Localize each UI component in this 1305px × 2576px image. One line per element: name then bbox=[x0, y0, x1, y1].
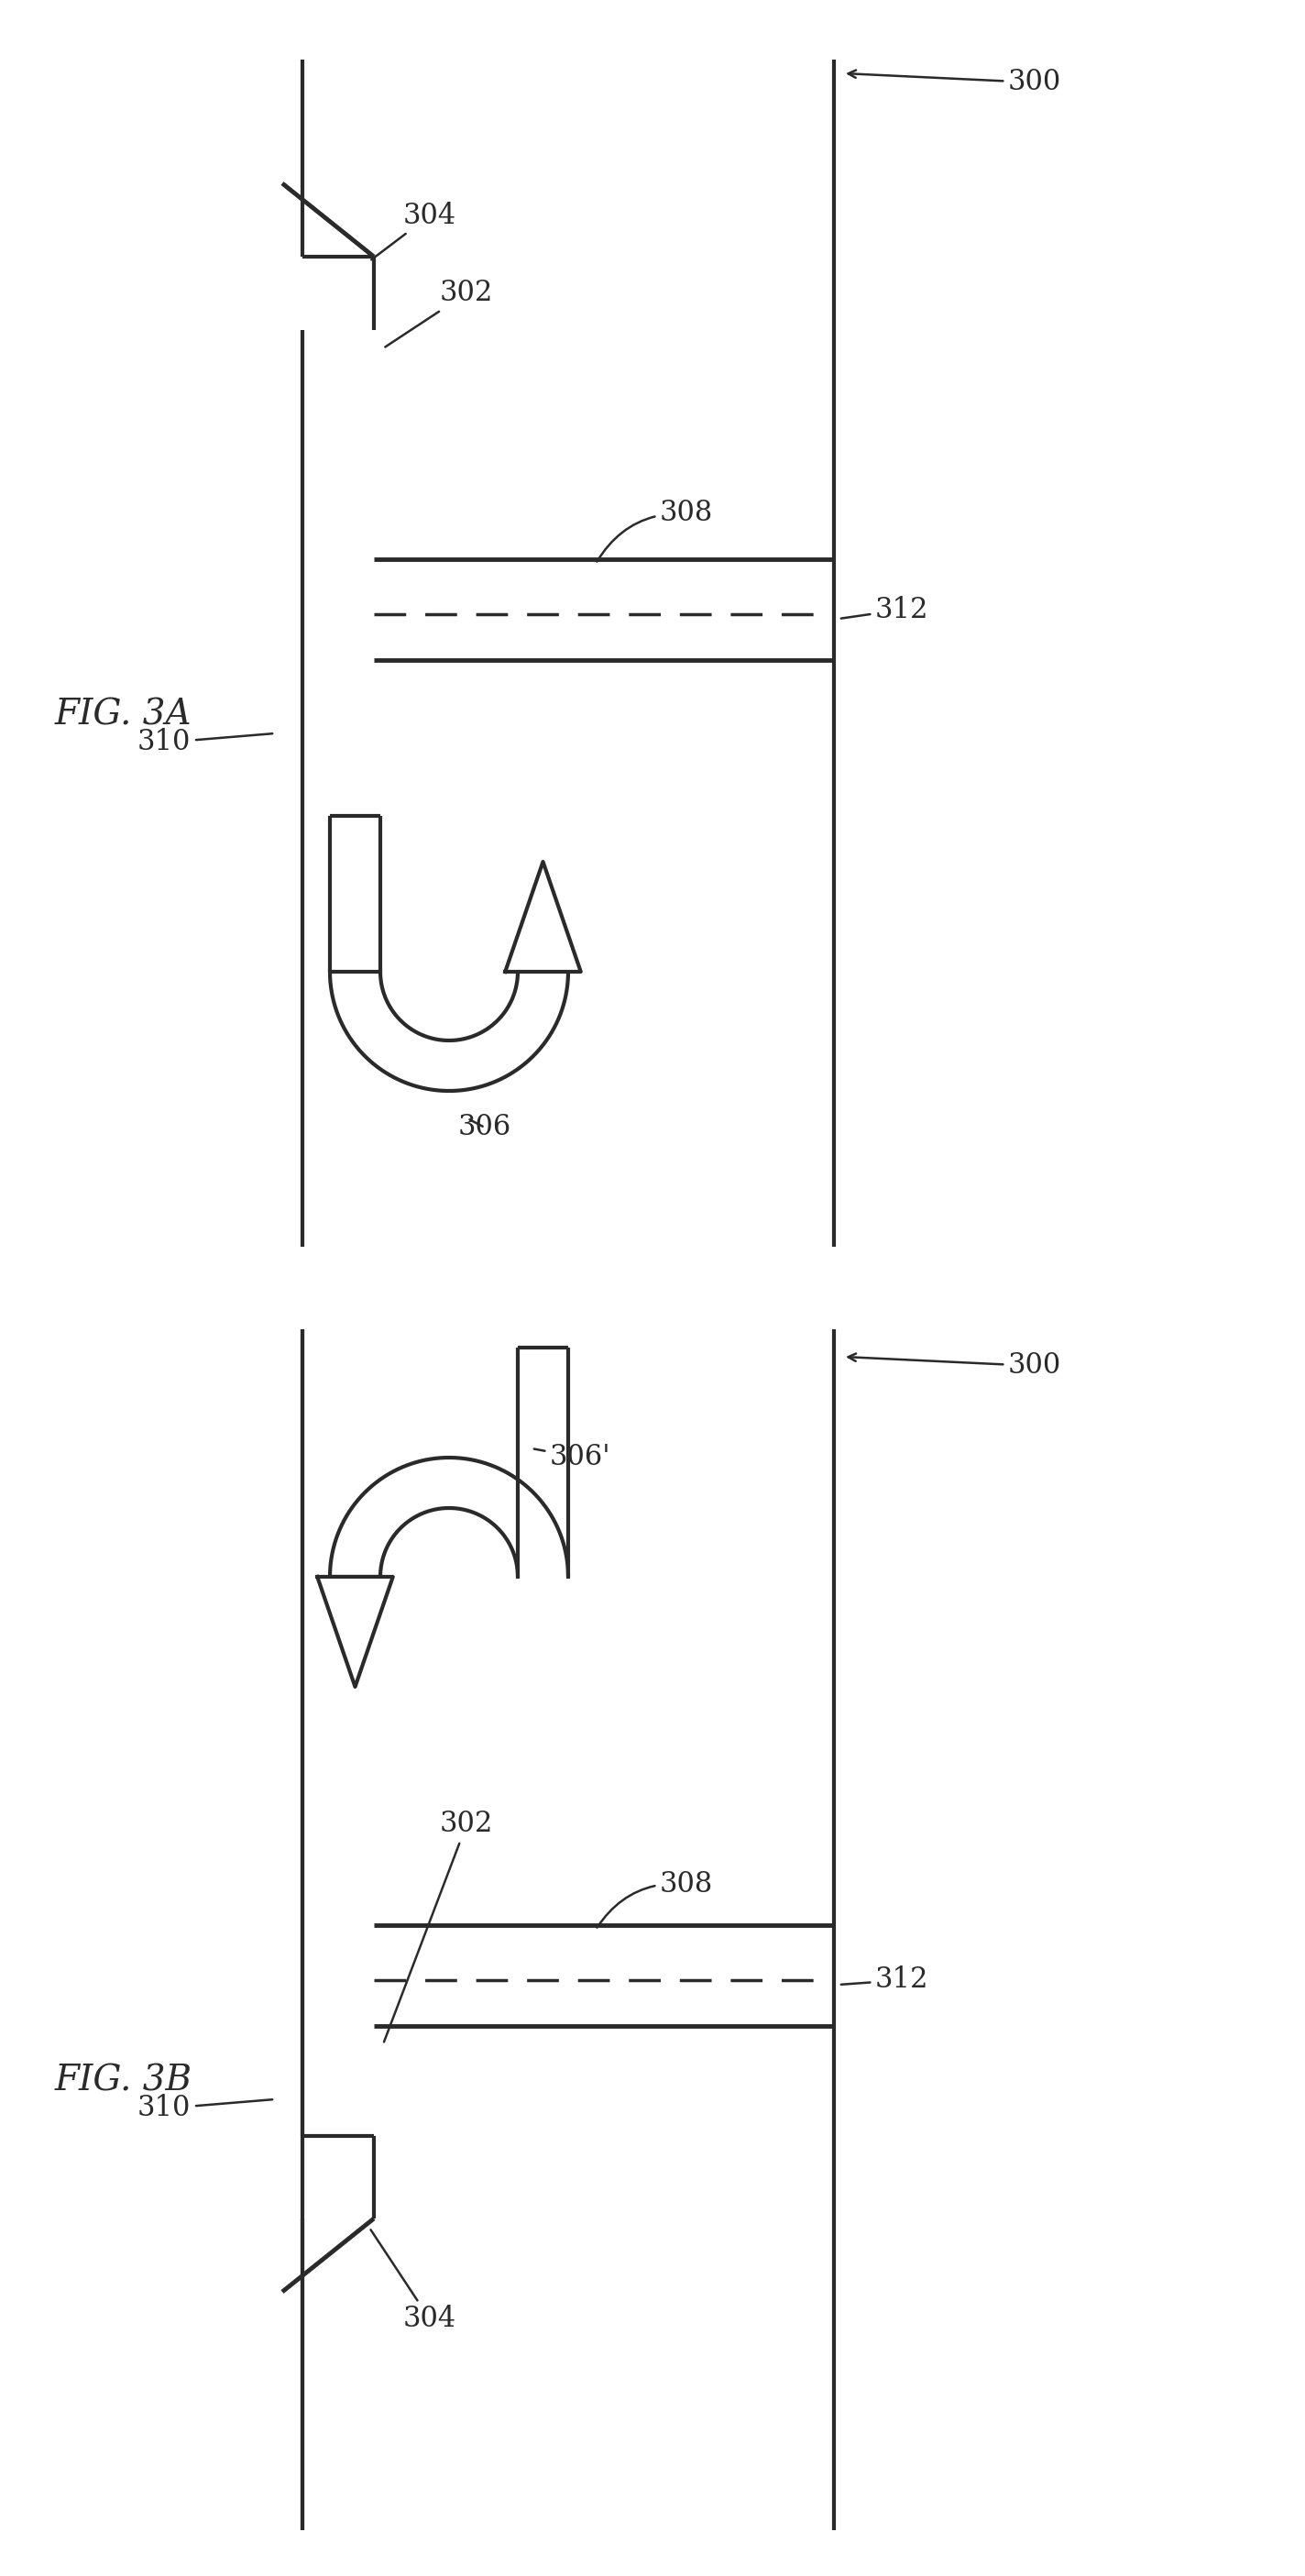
Text: 300: 300 bbox=[848, 70, 1061, 98]
Text: 304: 304 bbox=[372, 201, 457, 260]
Text: 302: 302 bbox=[384, 1811, 493, 2043]
Text: FIG. 3B: FIG. 3B bbox=[55, 2063, 193, 2097]
Text: FIG. 3A: FIG. 3A bbox=[55, 698, 192, 732]
Text: 306': 306' bbox=[534, 1443, 611, 1471]
Text: 310: 310 bbox=[137, 2094, 273, 2123]
Text: 310: 310 bbox=[137, 729, 273, 757]
Text: 312: 312 bbox=[840, 595, 929, 623]
Polygon shape bbox=[330, 1458, 568, 1577]
Text: 306: 306 bbox=[458, 1113, 512, 1141]
Text: 308: 308 bbox=[596, 500, 714, 562]
Text: 304: 304 bbox=[371, 2231, 457, 2334]
Polygon shape bbox=[330, 971, 568, 1090]
Polygon shape bbox=[317, 1577, 393, 1687]
Text: 300: 300 bbox=[848, 1352, 1061, 1381]
Polygon shape bbox=[505, 863, 581, 971]
Text: 308: 308 bbox=[598, 1870, 714, 1927]
Text: 312: 312 bbox=[842, 1965, 929, 1994]
Text: 302: 302 bbox=[385, 278, 493, 348]
